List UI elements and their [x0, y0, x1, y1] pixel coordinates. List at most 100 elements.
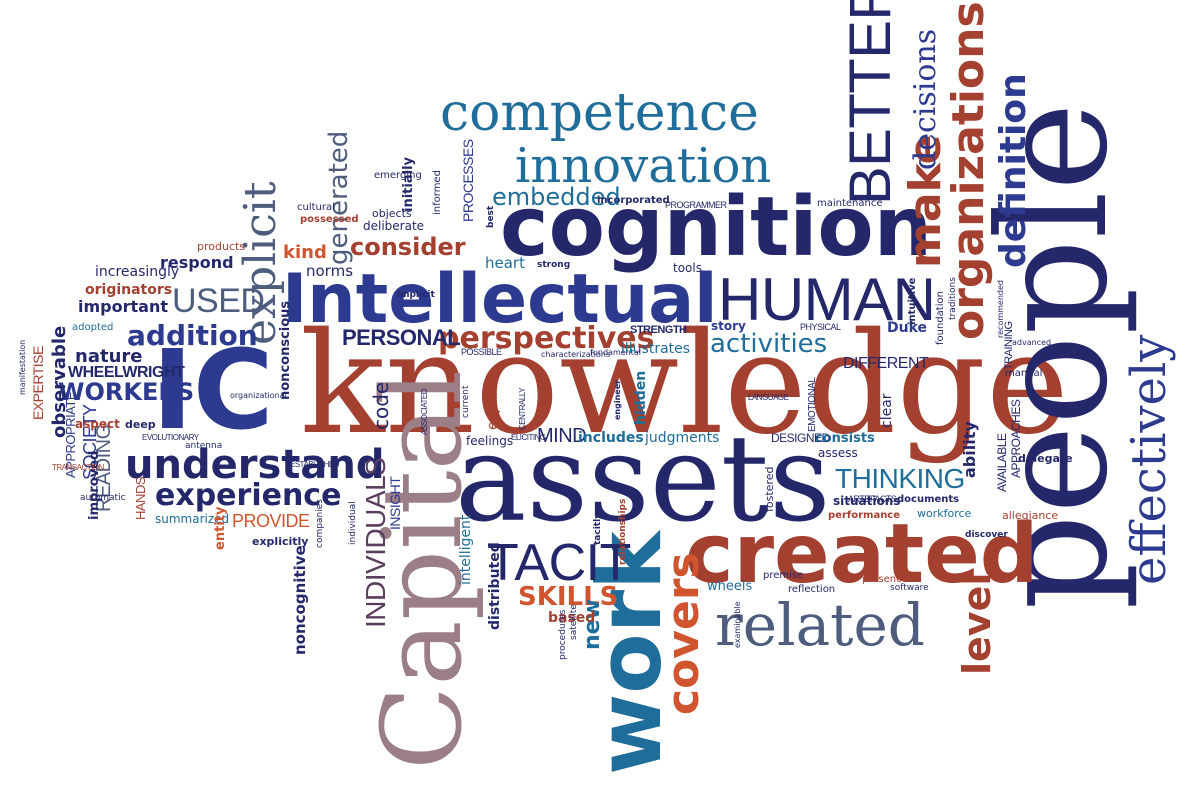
word-feelings: feelings [466, 434, 513, 448]
word-hidden: hidden [633, 371, 649, 425]
word-used: USED [172, 282, 264, 320]
word-effectively: effectively [1121, 335, 1177, 585]
word-initially: initially [401, 156, 416, 212]
word-performance: performance [828, 510, 900, 521]
word-individuals: INDIVIDUALS [360, 458, 391, 628]
word-objects: objects [372, 207, 412, 220]
word-possessed: possessed [300, 214, 359, 225]
word-reading: READING [93, 424, 115, 512]
word-wheels: wheels [707, 579, 752, 594]
word-tacit: TACIT [487, 534, 631, 592]
word-personal: PERSONAL [342, 325, 460, 350]
word-deep: deep [125, 418, 156, 431]
word-training: TRAINING [1003, 321, 1015, 370]
word-software: software [890, 583, 929, 593]
word-expertise: EXPERTISE [30, 346, 46, 420]
word-better: BETTER [838, 0, 903, 205]
word-covers: covers [658, 552, 709, 715]
word-programmer: PROGRAMMER [665, 200, 728, 210]
word-cognition: cognition [500, 180, 932, 275]
word-available: AVAILABLE [995, 433, 1009, 492]
word-thinking: THINKING [835, 463, 965, 494]
word-transaction: TRANSACTION [52, 463, 105, 472]
word-possible: POSSIBLE [461, 347, 502, 357]
word-make: make [900, 135, 951, 268]
word-judgments: judgments [644, 430, 719, 446]
word-originators: originators [85, 282, 172, 298]
word-ability: ability [960, 421, 979, 478]
word-created: created [685, 507, 1039, 602]
word-companies: companies [315, 499, 325, 548]
word-knowledge: knowledge [300, 303, 1069, 466]
word-duke: Duke [887, 320, 927, 336]
word-automatic: automatic [80, 493, 126, 503]
word-hands: HANDS [133, 476, 148, 520]
word-explicitly: explicitly [252, 535, 308, 548]
word-premise: premise [763, 570, 803, 581]
word-fostered: fostered [763, 467, 776, 512]
word-intuitive: intuitive [907, 277, 918, 325]
word-observable: observable [49, 326, 70, 438]
word-decisions: decisions [908, 29, 943, 170]
word-addition: addition [127, 319, 258, 352]
word-artefacts: ARTEFACTS [848, 494, 897, 504]
word-evolutionary: EVOLUTIONARY [142, 433, 200, 442]
word-fundamental: fundamental [590, 348, 641, 357]
word-satellite: satellite [569, 604, 579, 640]
word-relationships: relationships [618, 499, 628, 565]
word-includes: includes [578, 430, 644, 446]
word-related: related [715, 591, 925, 659]
word-level: level [955, 573, 999, 675]
word-cultural: cultural [297, 202, 335, 213]
word-kind: kind [283, 242, 327, 263]
word-society: SOCIETY [80, 404, 100, 480]
word-documents: documents [897, 494, 959, 505]
word-processes: PROCESSES [460, 139, 476, 222]
word-language: LANGUAGE [748, 393, 789, 402]
word-based: based [548, 610, 595, 626]
word-presence: presence [862, 574, 908, 585]
word-increasingly: increasingly [95, 264, 179, 280]
word-story: story [711, 319, 746, 333]
word-characterizations: characterizations [541, 350, 610, 359]
word-distributed: distributed [487, 542, 503, 630]
word-traditions: traditions [948, 277, 958, 320]
word-different: DIFFERENT [843, 355, 929, 372]
word-nonconscious: nonconscious [278, 301, 293, 400]
word-capital: Capital [358, 370, 486, 770]
word-people: people [967, 102, 1141, 610]
word-procedures: procedures [558, 609, 568, 660]
word-ic: IC [152, 326, 274, 454]
word-organizational: organizational [230, 391, 287, 400]
word-appropriate: APPROPRIATE [63, 391, 78, 478]
word-heart: heart [485, 254, 525, 272]
word-organizations: organizations [943, 1, 994, 340]
word-important: important [78, 297, 168, 316]
word-centrally: CENTRALLY [518, 387, 527, 430]
word-clear: clear [879, 393, 895, 428]
word-examinable: examinable [733, 601, 742, 648]
word-norms: norms [306, 262, 353, 280]
word-explicit: explicit [235, 181, 286, 345]
word-best: best [486, 205, 496, 228]
word-workforce: workforce [917, 507, 972, 520]
word-designed: DESIGNED [771, 431, 831, 445]
word-mind: MIND [537, 425, 586, 447]
word-activities: activities [710, 329, 827, 359]
word-noncognitive: noncognitive [291, 545, 309, 655]
word-human: HUMAN [718, 266, 936, 333]
word-adopted: adopted [72, 322, 113, 333]
word-recommended: recommended [996, 280, 1005, 338]
word-competence: competence [440, 83, 759, 143]
word-allegiance: allegiance [1002, 509, 1058, 522]
word-insight: INSIGHT [387, 476, 403, 530]
word-entity: entity [213, 506, 228, 550]
word-emotional: EMOTIONAL [807, 377, 818, 432]
word-improved: improved [87, 451, 102, 520]
word-discover: discover [965, 530, 1008, 540]
word-consists: consists [815, 431, 875, 446]
word-situations: situations [833, 494, 900, 508]
word-delegate: delegate [1018, 452, 1073, 465]
